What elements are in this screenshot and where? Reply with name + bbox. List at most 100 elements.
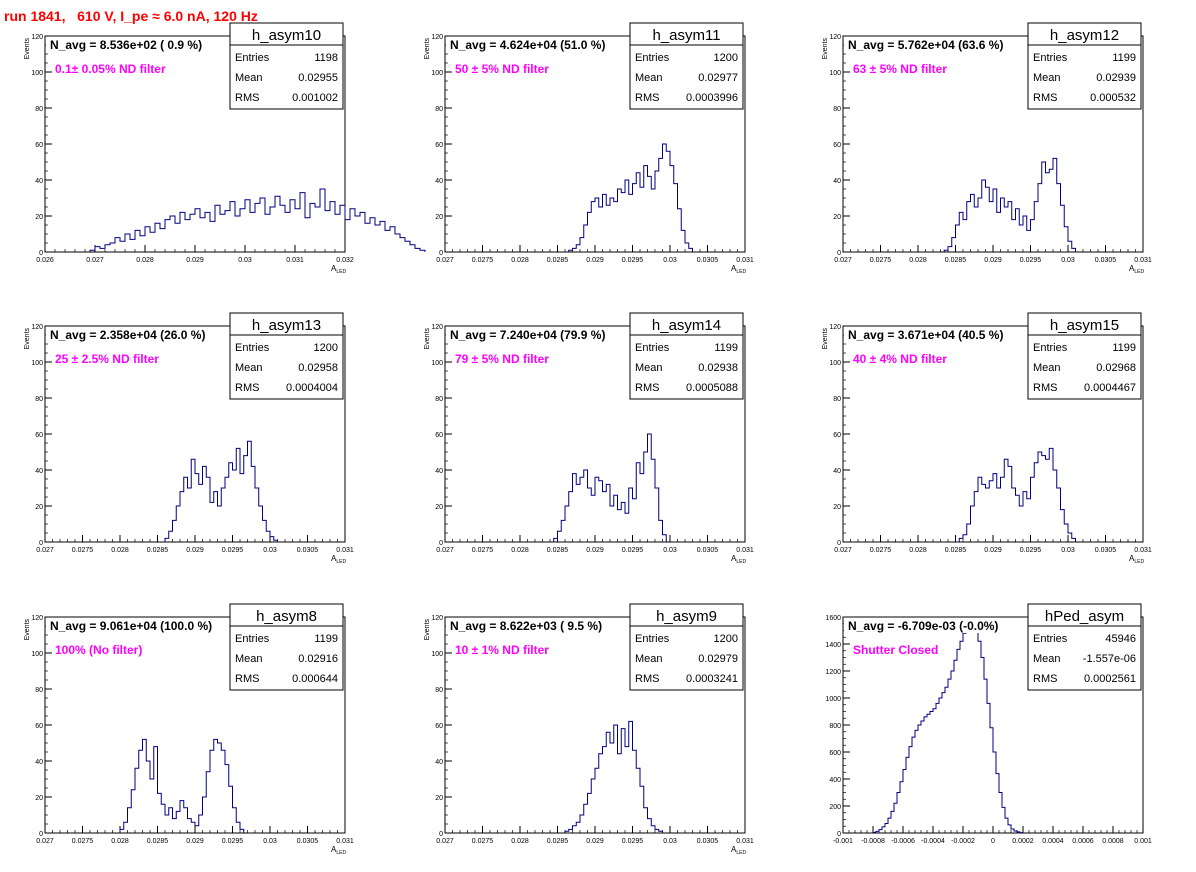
x-tick-label: 0.0275 [870,257,892,264]
stats-value: 0.0005088 [686,382,738,394]
x-tick-label: -0.0002 [951,838,975,845]
panel-h_asym11: 0 20 40 60 80 100 120 0.027 0.0275 0.028 0.0285 0.0… [424,22,754,275]
x-tick-label: 0.03 [238,257,252,264]
panel-hPed_asym: 0 200 400 600 800 1000 1200 1400 1600 -0.001 -0.00… [825,603,1152,845]
y-tick-label: 60 [435,142,443,149]
navg-label: N_avg = 7.240e+04 (79.9 %) [450,328,605,342]
y-tick-label: 1200 [825,669,841,676]
x-axis-title: ALED [731,845,746,856]
x-tick-label: 0.0285 [147,838,169,845]
navg-label: N_avg = 8.536e+02 ( 0.9 %) [50,38,202,52]
x-tick-label: -0.0004 [921,838,945,845]
stats-key: RMS [635,382,659,394]
y-tick-label: 40 [833,178,841,185]
x-tick-label: 0.028 [136,257,154,264]
histogram-name: h_asym13 [252,317,321,334]
x-tick-label: 0.0285 [547,838,569,845]
navg-label: N_avg = 5.762e+04 (63.6 %) [848,38,1003,52]
navg-background [844,618,1049,633]
y-tick-label: 20 [35,504,43,511]
y-tick-label: 1400 [825,642,841,649]
stats-box [229,312,344,400]
navg-label: N_avg = 4.624e+04 (51.0 %) [450,38,605,52]
stats-key: Mean [235,653,263,665]
y-tick-label: 0 [439,540,443,547]
y-axis-title: Events [24,38,31,60]
stats-box [629,603,744,691]
y-tick-label: 80 [35,687,43,694]
y-tick-label: 0 [837,250,841,257]
y-tick-label: 40 [435,759,443,766]
stats-value: 1199 [1112,342,1136,354]
panel-h_asym8: 0 20 40 60 80 100 120 0.027 0.0275 0.028 0.0285 0.0… [24,603,354,856]
x-tick-label: 0.031 [736,547,754,554]
y-tick-label: 20 [35,214,43,221]
x-tick-label: -0.0006 [891,838,915,845]
stats-key: Entries [1033,342,1068,354]
y-tick-label: 60 [35,142,43,149]
navg-background [46,37,251,52]
x-tick-label: 0.0275 [472,257,494,264]
y-tick-label: 0 [837,831,841,838]
panel-h_asym10: 0 20 40 60 80 100 120 0.026 0.027 0.028 0.029 0.03 0… [24,22,426,275]
y-tick-label: 20 [435,214,443,221]
stats-key: RMS [235,382,259,394]
stats-key: Entries [635,633,670,645]
histogram-line [553,433,667,542]
x-tick-label: 0.0295 [622,838,644,845]
y-tick-label: 100 [829,360,841,367]
x-tick-label: 0.03 [1061,257,1075,264]
stats-key: RMS [235,673,259,685]
y-tick-label: 40 [35,759,43,766]
x-axis-title-subscript: LED [736,559,746,565]
stats-key: Mean [635,653,663,665]
y-tick-label: 40 [833,468,841,475]
x-tick-label: 0.028 [511,547,529,554]
panel-h_asym14: 0 20 40 60 80 100 120 0.027 0.0275 0.028 0.0285 0.0… [424,312,754,565]
stats-key: RMS [635,92,659,104]
y-tick-label: 60 [833,142,841,149]
x-axis-title-subscript: LED [736,850,746,856]
y-tick-label: 0 [39,250,43,257]
stats-key: Mean [235,362,263,374]
x-tick-label: 0.029 [586,257,604,264]
x-axis-title-subscript: LED [1134,559,1144,565]
y-tick-label: 100 [431,70,443,77]
navg-background [446,618,651,633]
x-axis-title: ALED [1129,264,1144,275]
filter-label: 0.1± 0.05% ND filter [55,62,166,76]
y-tick-label: 60 [435,432,443,439]
stats-value: 0.02938 [698,362,738,374]
y-tick-label: 200 [829,804,841,811]
x-tick-label: 0.029 [186,547,204,554]
y-tick-label: 120 [431,615,443,622]
stats-key: Mean [1033,362,1061,374]
histogram-line [872,621,1024,834]
stats-key: RMS [1033,92,1057,104]
navg-background [844,327,1049,342]
stats-key: Mean [235,72,263,84]
x-axis-title: ALED [331,264,346,275]
y-tick-label: 20 [833,504,841,511]
y-tick-label: 120 [431,34,443,41]
x-tick-label: -0.001 [833,838,853,845]
histogram-name: h_asym11 [652,27,720,44]
y-tick-label: 1000 [825,696,841,703]
x-tick-label: 0.0305 [697,547,719,554]
y-axis-title: Events [24,328,31,350]
stats-key: Entries [235,633,270,645]
x-tick-label: 0.03 [663,547,677,554]
stats-value: 0.02979 [698,653,738,665]
y-tick-label: 120 [829,34,841,41]
y-tick-label: 100 [829,70,841,77]
x-tick-label: 0.0305 [697,838,719,845]
y-axis-title: Events [822,38,829,60]
x-axis-title-subscript: LED [336,850,346,856]
filter-label: 63 ± 5% ND filter [853,62,947,76]
y-tick-label: 100 [31,70,43,77]
x-tick-label: 0.028 [511,257,529,264]
stats-key: RMS [235,92,259,104]
x-tick-label: 0.029 [186,257,204,264]
stats-value: 1199 [714,342,738,354]
